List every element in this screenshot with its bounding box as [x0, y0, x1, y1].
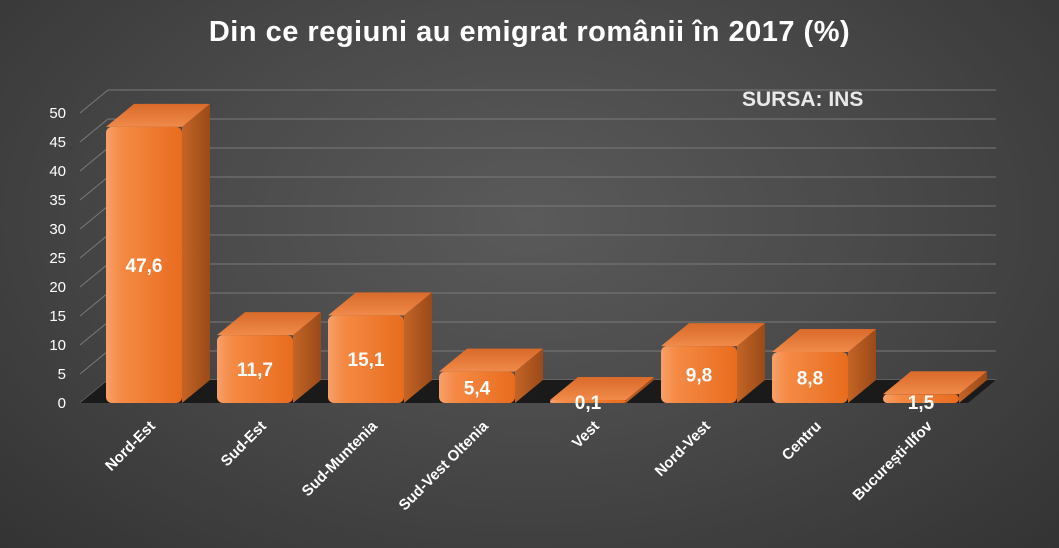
bar-top [772, 328, 876, 352]
bar-4: 0,1 [550, 377, 654, 414]
bar-7: 1,5 [883, 371, 987, 414]
y-tick-label: 45 [49, 134, 66, 151]
x-tick-label: Nord-Vest [652, 418, 714, 480]
x-tick-label: București-Ilfov [850, 417, 937, 504]
data-label: 15,1 [348, 350, 385, 371]
gridline-side-2 [79, 321, 109, 346]
bar-side [404, 292, 432, 403]
bar-side [848, 328, 876, 403]
data-label: 47,6 [126, 256, 163, 277]
data-label: 5,4 [464, 378, 491, 399]
gridline-side-8 [79, 147, 109, 172]
y-tick-label: 5 [58, 366, 66, 383]
y-tick-label: 35 [49, 192, 66, 209]
x-tick-label: Vest [569, 418, 603, 452]
bar-front [661, 346, 737, 403]
x-tick-label: Centru [779, 418, 825, 464]
bar-side [182, 103, 210, 404]
y-tick-label: 50 [49, 105, 66, 122]
x-tick-label: Sud-Est [218, 418, 270, 470]
y-tick-label: 15 [49, 308, 66, 325]
data-label: 8,8 [797, 368, 823, 389]
x-tick-label: Nord-Est [102, 418, 159, 475]
bar-0: 47,6 [106, 103, 210, 404]
y-tick-label: 10 [49, 337, 66, 354]
y-tick-label: 25 [49, 250, 66, 267]
bar-top [328, 292, 432, 316]
data-label: 11,7 [237, 360, 273, 381]
gridline-side-7 [79, 176, 109, 201]
bar-3: 5,4 [439, 348, 543, 403]
chart-title: Din ce regiuni au emigrat românii în 201… [208, 16, 851, 48]
y-tick-label: 40 [49, 163, 66, 180]
bar-side [515, 348, 543, 403]
y-tick-label: 30 [49, 221, 66, 238]
bar-front [106, 126, 182, 404]
x-axis-labels: Nord-Est Sud-Est Sud-Muntenia Sud-Vest Olte… [102, 417, 936, 514]
data-label: 9,8 [686, 366, 712, 387]
gridline-side-9 [79, 118, 109, 143]
bar-top [439, 348, 543, 372]
bar-side [293, 312, 321, 403]
y-tick-label: 0 [58, 395, 66, 412]
source-annotation: SURSA: INS [742, 88, 864, 111]
gridline-side-1 [79, 350, 109, 375]
gridline-side-5 [79, 234, 109, 259]
gridline-side-10 [79, 89, 109, 114]
bar-top [883, 371, 987, 395]
y-tick-label: 20 [49, 279, 66, 296]
x-tick-label: Sud-Muntenia [299, 417, 382, 500]
data-label: 1,5 [908, 393, 935, 414]
bar-top [661, 323, 765, 347]
bar-front [439, 371, 515, 403]
data-label: 0,1 [575, 393, 602, 414]
bar-top [106, 103, 210, 127]
bar-top [217, 312, 321, 336]
bar-top [550, 377, 654, 400]
x-tick-label: Sud-Vest Oltenia [396, 417, 493, 514]
bar-5: 9,8 [661, 323, 765, 403]
bar-front [328, 315, 404, 403]
bar-6: 8,8 [772, 328, 876, 403]
bar-1: 11,7 [217, 312, 321, 403]
gridline-side-4 [79, 263, 109, 288]
bar-front [883, 394, 959, 403]
bar-side [737, 323, 765, 403]
bars: 47,6 11,7 15,1 5,4 0,1 9,8 8,8 1,5 [106, 103, 987, 414]
bar-side [959, 371, 987, 403]
gridline-side-6 [79, 205, 109, 230]
gridline-side-3 [79, 292, 109, 317]
bar-front [772, 351, 848, 403]
y-axis-ticks: 0 5 10 15 20 25 30 35 40 45 50 [49, 105, 66, 412]
bar-2: 15,1 [328, 292, 432, 403]
bar-front [550, 400, 626, 403]
bar-front [217, 335, 293, 403]
bar-side [626, 377, 654, 403]
